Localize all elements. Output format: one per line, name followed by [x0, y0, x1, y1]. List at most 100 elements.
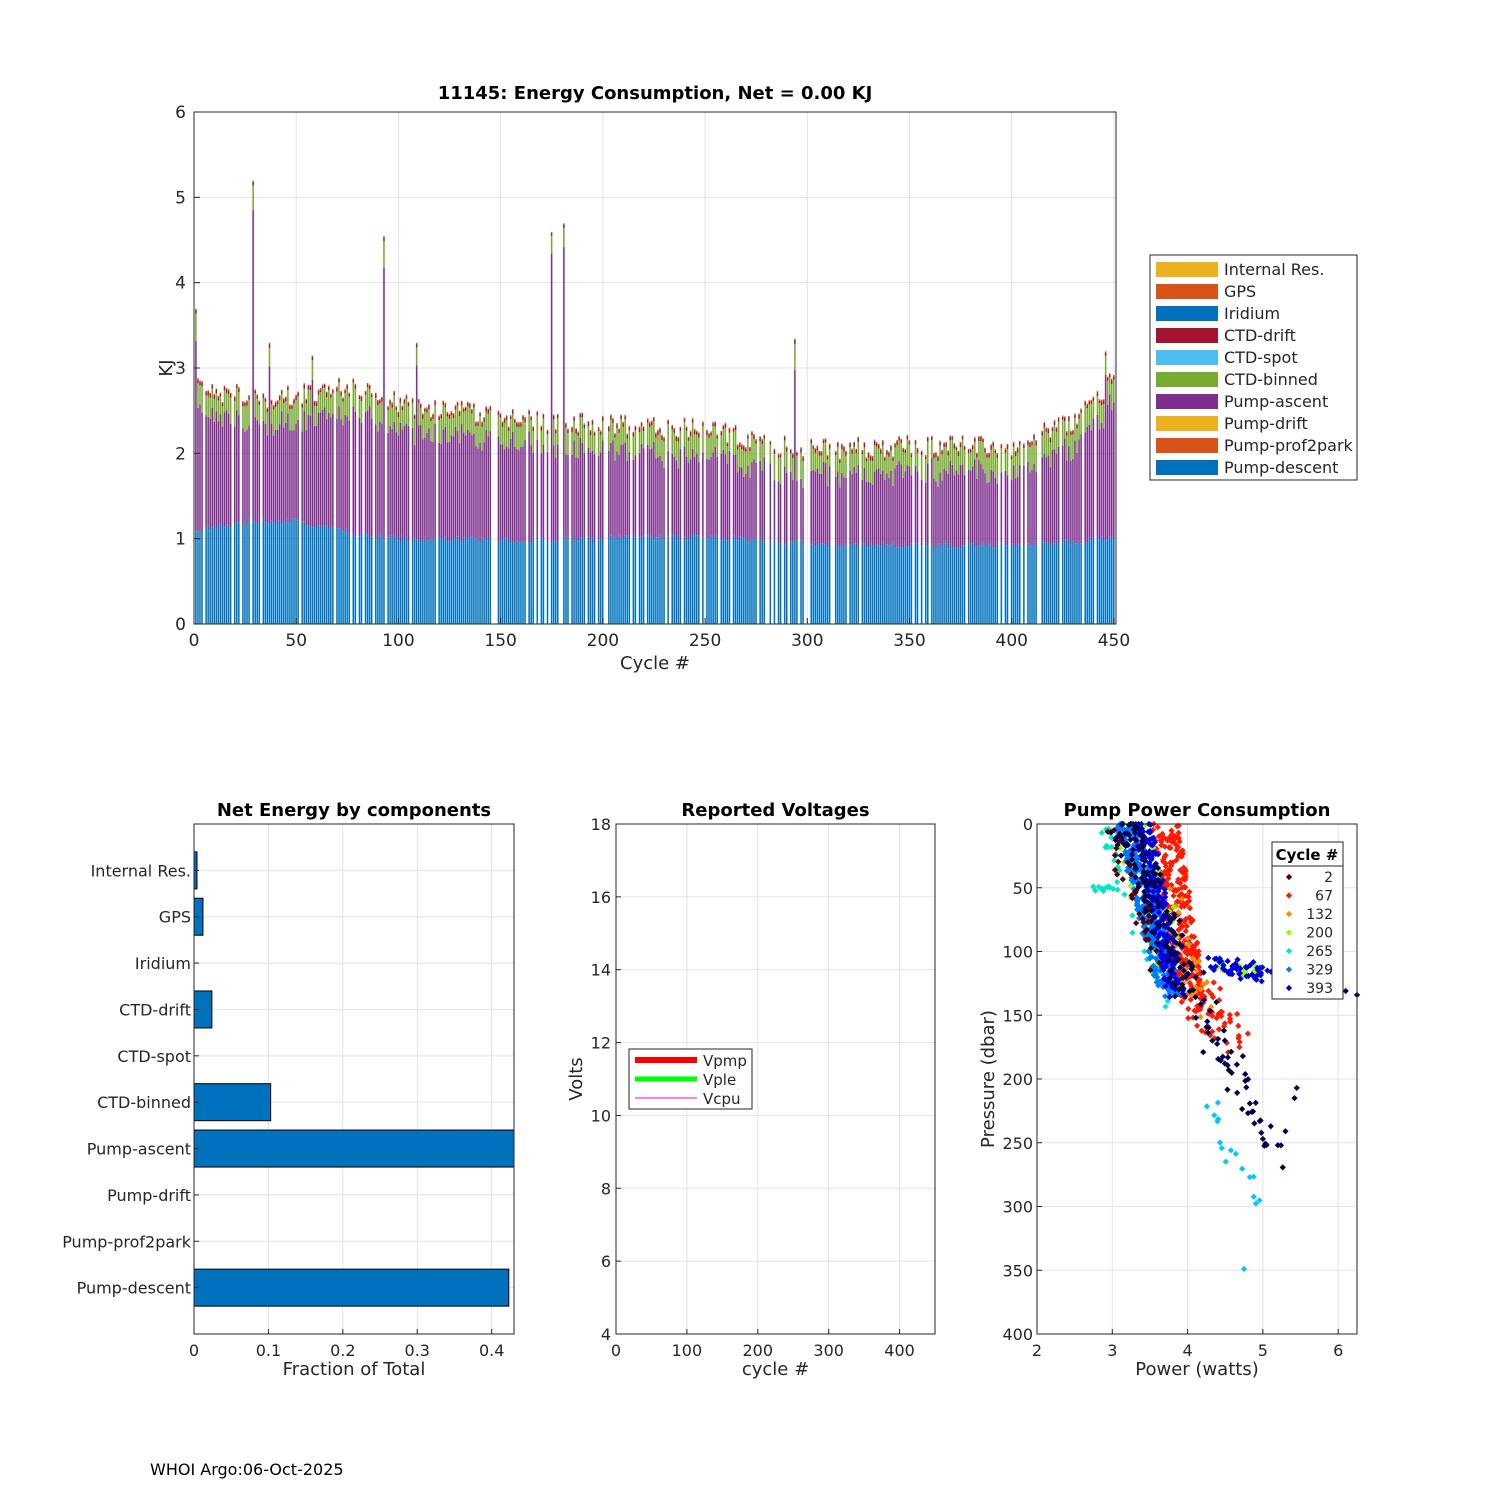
bar-gps — [571, 426, 573, 428]
bar-gps — [589, 430, 592, 432]
bar-ctd-binned — [258, 404, 261, 425]
bar-gps — [663, 437, 665, 439]
bar-gps — [908, 440, 911, 442]
bar-pump-ascent — [865, 481, 868, 548]
bar-gps — [1010, 455, 1013, 457]
bar-gps — [233, 396, 236, 398]
bar-pump-ascent — [487, 436, 490, 538]
bar-ctd-binned — [937, 461, 939, 487]
pump-point — [1168, 927, 1175, 934]
bar-pump-ascent — [387, 432, 389, 538]
pump-point — [1163, 908, 1170, 915]
bar-ctd-drift — [886, 451, 888, 455]
bar-pump-ascent — [990, 469, 992, 543]
bar-pump-descent — [810, 544, 813, 624]
bar-pump-descent — [565, 536, 567, 624]
pump-point — [1180, 961, 1187, 968]
bar-ctd-binned — [520, 426, 522, 447]
bar-pump-ascent — [1086, 426, 1089, 543]
bar-gps — [777, 453, 780, 456]
bar-gps — [364, 390, 367, 393]
bar-ctd-drift — [1068, 417, 1070, 422]
bar-pump-descent — [238, 522, 240, 624]
bar-ctd-binned — [732, 431, 735, 455]
bar-pump-descent — [383, 540, 385, 624]
bar-ctd-binned — [1023, 448, 1025, 466]
components-axes-box — [193, 823, 515, 1335]
bar-ctd-binned — [195, 313, 197, 341]
bar-pump-descent — [452, 538, 455, 624]
bar-pump-ascent — [716, 456, 718, 537]
pump-point — [1166, 993, 1173, 1001]
bar-ctd-drift — [440, 415, 442, 419]
pump-point — [1179, 974, 1186, 982]
bar-pump-ascent — [591, 450, 594, 538]
pump-point — [1237, 975, 1244, 982]
bar-ctd-drift — [399, 398, 402, 403]
bar-pump-descent — [661, 539, 663, 624]
bar-pump-ascent — [1113, 402, 1115, 540]
bar-pump-ascent — [945, 470, 947, 544]
bar-pump-descent — [1014, 548, 1017, 624]
bar-gps — [430, 416, 432, 419]
bar-pump-descent — [518, 542, 520, 624]
bar-pump-ascent — [1106, 405, 1109, 540]
bar-ctd-drift — [826, 456, 829, 460]
bar-pump-ascent — [879, 473, 882, 546]
bar-pump-ascent — [738, 466, 741, 537]
bar-pump-descent — [332, 526, 334, 624]
bar-pump-ascent — [1043, 453, 1046, 543]
bar-pump-descent — [342, 531, 344, 624]
bar-ctd-binned — [626, 438, 629, 462]
bar-pump-descent — [248, 519, 250, 624]
bar-ctd-binned — [698, 437, 700, 463]
bar-pump-ascent — [477, 448, 479, 541]
bar-ctd-binned — [931, 439, 933, 458]
bar-ctd-binned — [1072, 434, 1074, 459]
bar-ctd-binned — [653, 421, 655, 442]
bar-ctd-drift — [740, 445, 743, 450]
pump-point — [1114, 886, 1121, 893]
bar-pump-descent — [473, 538, 475, 624]
bar-pump-ascent — [726, 464, 729, 542]
bar-pump-descent — [698, 535, 700, 624]
bar-pump-descent — [321, 526, 324, 624]
bar-ctd-binned — [207, 395, 209, 417]
bar-pump-ascent — [875, 469, 878, 545]
bar-pump-descent — [328, 528, 330, 624]
pump-ytick-label: 200 — [1002, 1070, 1033, 1089]
bar-ctd-binned — [278, 400, 281, 425]
bar-ctd-drift — [1098, 400, 1101, 404]
bar-ctd-binned — [1070, 435, 1072, 462]
bar-pump-descent — [886, 544, 888, 624]
bar-gps — [497, 410, 500, 412]
bar-pump-ascent — [516, 449, 518, 541]
bar-ctd-binned — [900, 442, 902, 465]
pump-point — [1141, 928, 1149, 936]
components-chart: Internal Res.GPSIridiumCTD-driftCTD-spot… — [62, 800, 515, 1380]
bar-pump-descent — [691, 533, 694, 624]
bar-ctd-binned — [522, 419, 524, 447]
bar-ctd-drift — [857, 438, 860, 442]
pump-point — [1140, 862, 1147, 870]
bar-pump-ascent — [1108, 394, 1111, 537]
bar-gps — [1043, 422, 1046, 424]
bar-ctd-binned — [485, 411, 487, 430]
bar-pump-ascent — [653, 441, 655, 541]
bar-gps — [503, 417, 506, 419]
bar-ctd-binned — [552, 419, 555, 446]
bar-ctd-drift — [790, 450, 792, 454]
bar-ctd-drift — [197, 379, 199, 384]
bar-pump-ascent — [256, 420, 258, 524]
bar-pump-ascent — [1074, 440, 1076, 544]
bar-gps — [1068, 415, 1070, 418]
bar-pump-descent — [959, 548, 962, 624]
bar-gps — [632, 431, 635, 434]
pump-point — [1214, 1099, 1222, 1106]
bar-pump-ascent — [655, 458, 657, 538]
pump-point — [1135, 883, 1142, 891]
bar-ctd-binned — [867, 457, 870, 482]
bar-pump-ascent — [405, 423, 408, 538]
pump-point — [1112, 835, 1119, 842]
bar-pump-ascent — [924, 482, 927, 543]
